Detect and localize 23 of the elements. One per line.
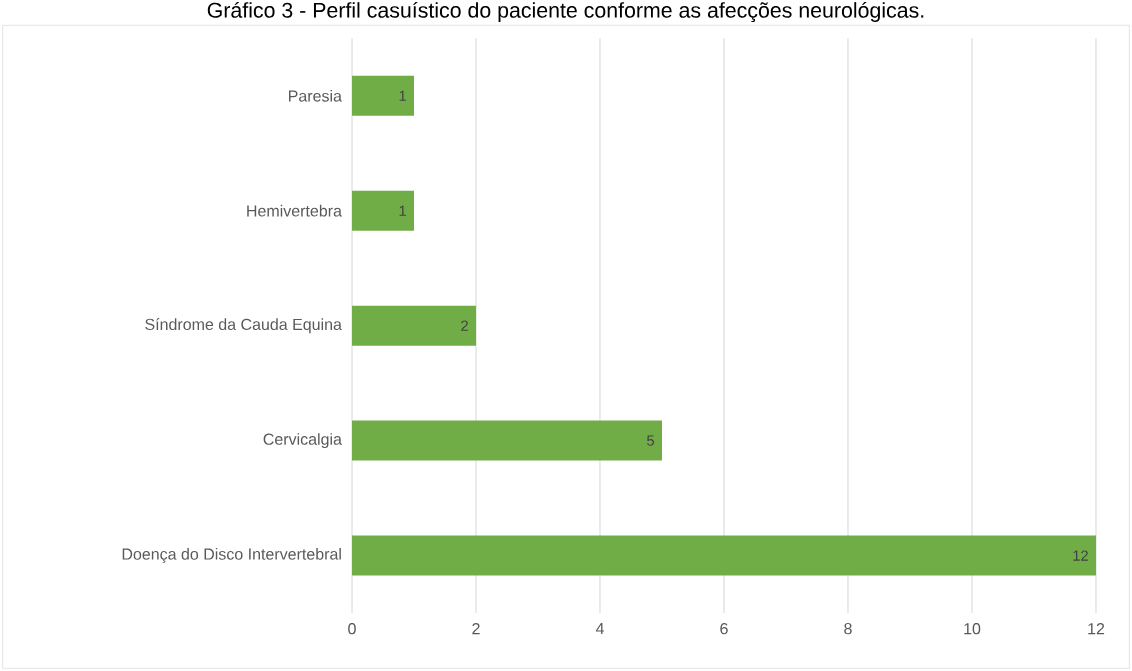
x-tick-label: 12 <box>1088 623 1105 635</box>
data-label: 12 <box>1073 550 1088 561</box>
x-tick-label: 6 <box>720 623 728 635</box>
y-tick-label: Paresia <box>289 89 342 102</box>
bar <box>352 535 1096 576</box>
x-tick-label: 0 <box>348 623 356 635</box>
data-label: 1 <box>399 90 406 101</box>
data-label: 2 <box>461 320 468 331</box>
y-tick-label: Hemivertebra <box>247 204 342 217</box>
x-tick-label: 4 <box>595 623 604 635</box>
bar <box>352 75 414 116</box>
y-tick-label: Cervicalgia <box>263 433 342 449</box>
data-label: 1 <box>399 205 406 216</box>
x-tick-label: 10 <box>964 623 981 635</box>
x-tick-label: 8 <box>844 623 852 635</box>
data-label: 5 <box>647 435 654 446</box>
x-tick-label: 2 <box>472 623 480 635</box>
chart-title: Gráfico 3 - Perfil casuístico do paciente conforme as afecções neurológicas. <box>207 1 924 23</box>
y-tick-label: Síndrome da Cauda Equina <box>145 318 342 334</box>
bar <box>352 305 476 346</box>
bar <box>352 420 662 461</box>
bar <box>352 190 414 231</box>
y-tick-label: Doença do Disco Intervertebral <box>122 548 341 564</box>
